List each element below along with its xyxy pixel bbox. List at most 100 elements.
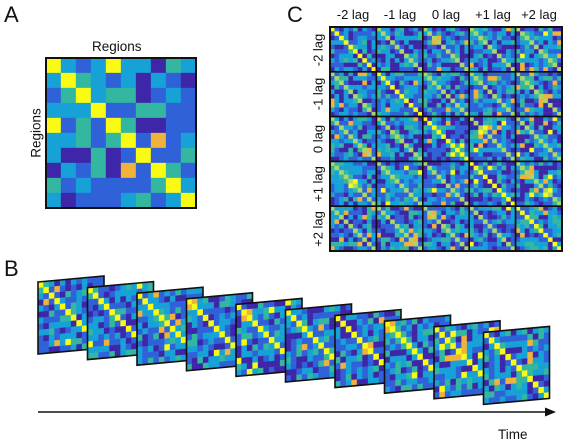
matrix-cell [543, 374, 550, 382]
matrix-cell [165, 192, 182, 209]
matrix-cell [399, 174, 405, 180]
matrix-cell [246, 308, 253, 316]
matrix-cell [427, 103, 433, 108]
matrix-cell [202, 302, 209, 310]
matrix-cell [472, 340, 479, 348]
matrix-cell [380, 179, 386, 184]
matrix-cell [343, 125, 349, 131]
matrix-cell [427, 223, 433, 229]
matrix-cell [455, 384, 462, 391]
matrix-cell [367, 353, 374, 361]
matrix-cell [340, 356, 347, 364]
matrix-cell [334, 134, 340, 140]
matrix-cell [81, 283, 88, 291]
matrix-cell [373, 359, 380, 367]
matrix-cell [534, 58, 539, 63]
matrix-cell [307, 343, 314, 351]
matrix-cell [482, 188, 488, 193]
matrix-cell [348, 40, 354, 46]
matrix-cell [428, 346, 435, 354]
matrix-cell [445, 80, 451, 86]
matrix-cell [547, 188, 553, 193]
matrix-cell [120, 295, 127, 303]
matrix-cell [408, 174, 414, 180]
matrix-cell [394, 85, 400, 90]
matrix-cell [348, 179, 354, 184]
matrix-cell [380, 44, 386, 50]
matrix-cell [487, 197, 493, 202]
matrix-cell [496, 58, 502, 63]
matrix-cell [380, 53, 386, 59]
matrix-cell [455, 120, 461, 126]
matrix-cell [459, 35, 465, 41]
matrix-cell [450, 103, 456, 108]
matrix-cell [125, 307, 132, 315]
matrix-cell [246, 362, 253, 370]
matrix-cell [408, 219, 414, 225]
matrix-cell [436, 165, 442, 171]
matrix-cell [373, 329, 380, 337]
matrix-cell [417, 323, 424, 331]
matrix-cell [164, 296, 171, 303]
matrix-cell [538, 53, 544, 59]
matrix-cell [362, 210, 368, 216]
matrix-cell [65, 296, 72, 304]
panel-c-letter: C [287, 2, 303, 27]
matrix-cell [395, 355, 402, 363]
matrix-cell [496, 165, 502, 171]
matrix-cell [450, 58, 456, 63]
matrix-cell [339, 98, 345, 104]
matrix-cell [455, 49, 461, 55]
matrix-cell [76, 289, 83, 297]
matrix-cell [318, 324, 325, 332]
matrix-cell [441, 179, 447, 184]
matrix-cell [445, 85, 451, 90]
matrix-cell [408, 98, 414, 104]
matrix-cell [529, 197, 535, 202]
matrix-cell [441, 147, 447, 153]
matrix-cell [506, 98, 512, 104]
matrix-cell [263, 313, 270, 321]
matrix-cell [441, 76, 447, 81]
matrix-cell [520, 80, 526, 86]
matrix-cell [482, 179, 488, 184]
matrix-cell [366, 53, 372, 59]
matrix-cell [98, 297, 105, 305]
matrix-cell [202, 350, 209, 358]
matrix-cell [520, 143, 526, 149]
matrix-cell [186, 352, 193, 359]
matrix-cell [334, 338, 341, 346]
matrix-cell [301, 343, 308, 351]
matrix-cell [384, 332, 391, 340]
matrix-cell [422, 371, 429, 378]
matrix-cell [501, 44, 507, 50]
matrix-cell [529, 192, 535, 198]
matrix-cell [147, 321, 154, 329]
matrix-cell [547, 223, 553, 229]
matrix-cell [285, 321, 292, 329]
matrix-cell [390, 134, 396, 140]
matrix-cell [150, 87, 167, 104]
matrix-cell [60, 147, 77, 164]
matrix-cell [125, 331, 132, 339]
matrix-cell [547, 219, 553, 225]
matrix-cell [543, 210, 549, 216]
matrix-cell [394, 89, 400, 95]
matrix-cell [413, 165, 419, 171]
matrix-cell [285, 315, 292, 323]
matrix-cell [477, 352, 484, 359]
matrix-cell [524, 40, 530, 46]
matrix-cell [343, 170, 349, 175]
matrix-cell [131, 318, 138, 326]
matrix-cell [543, 134, 549, 140]
matrix-cell [208, 320, 215, 327]
matrix-cell [235, 339, 242, 347]
matrix-cell [461, 335, 468, 343]
matrix-cell [252, 332, 259, 340]
matrix-cell [378, 364, 385, 372]
matrix-cell [524, 241, 530, 247]
matrix-cell [529, 94, 535, 99]
matrix-cell [356, 372, 363, 380]
matrix-cell [459, 237, 465, 243]
matrix-cell [534, 165, 539, 171]
